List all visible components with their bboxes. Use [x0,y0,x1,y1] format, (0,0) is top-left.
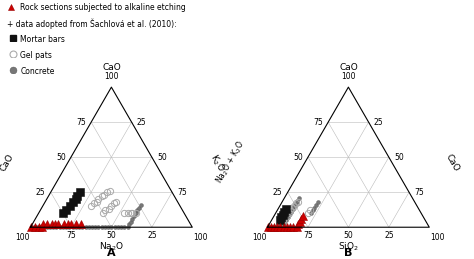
Text: 25: 25 [273,188,283,197]
Text: 25: 25 [147,231,156,240]
Text: + data adopted from Šachlová et al. (2010):: + data adopted from Šachlová et al. (201… [7,19,177,29]
Text: K$_2$O: K$_2$O [207,151,227,174]
Text: Gel pats: Gel pats [20,51,52,60]
Text: SiO$_2$: SiO$_2$ [338,241,359,254]
Text: 75: 75 [414,188,424,197]
Text: 25: 25 [374,118,383,127]
Text: 100: 100 [193,233,208,242]
Text: 100: 100 [430,233,445,242]
Text: CaO: CaO [444,152,461,173]
Text: 25: 25 [384,231,393,240]
Text: 75: 75 [177,188,187,197]
Text: A: A [107,248,116,258]
Text: Rock sections subjected to alkaline etching: Rock sections subjected to alkaline etch… [20,3,186,12]
Text: 25: 25 [137,118,146,127]
Text: Na$_2$O: Na$_2$O [99,241,124,254]
Text: 100: 100 [341,72,356,81]
Text: Na$_2$O + K$_2$O: Na$_2$O + K$_2$O [213,139,248,186]
Text: 75: 75 [76,118,86,127]
Text: 75: 75 [66,231,76,240]
Text: 100: 100 [104,72,118,81]
Text: 50: 50 [157,153,167,162]
Text: 50: 50 [56,153,66,162]
Text: B: B [344,248,353,258]
Text: Mortar bars: Mortar bars [20,35,65,44]
Text: 75: 75 [303,231,313,240]
Text: 50: 50 [107,231,116,240]
Text: CaO: CaO [102,63,121,72]
Text: CaO: CaO [0,152,16,173]
Text: 25: 25 [36,188,46,197]
Text: 75: 75 [313,118,323,127]
Text: CaO: CaO [339,63,358,72]
Text: 50: 50 [293,153,303,162]
Text: 100: 100 [252,233,267,242]
Text: 100: 100 [15,233,30,242]
Text: 50: 50 [344,231,353,240]
Text: 50: 50 [394,153,404,162]
Text: Concrete: Concrete [20,67,55,76]
